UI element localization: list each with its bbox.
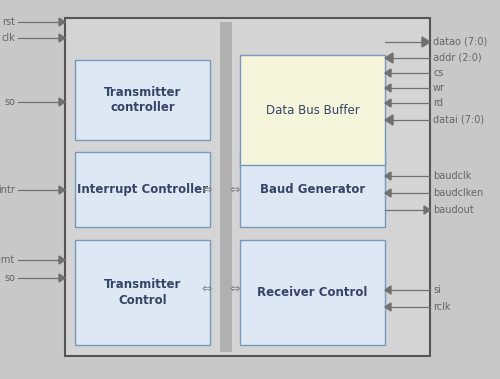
Polygon shape: [59, 18, 65, 26]
Polygon shape: [385, 172, 391, 180]
Bar: [240, 55, 385, 165]
Text: so: so: [4, 273, 15, 283]
Text: intr: intr: [0, 185, 15, 195]
Text: cs: cs: [433, 68, 444, 78]
Polygon shape: [424, 206, 430, 214]
Text: Baud Generator: Baud Generator: [260, 183, 365, 196]
Polygon shape: [422, 37, 430, 47]
Bar: [240, 240, 385, 345]
Text: rst: rst: [2, 17, 15, 27]
Text: addr (2:0): addr (2:0): [433, 53, 482, 63]
Polygon shape: [59, 186, 65, 194]
Text: temt: temt: [0, 255, 15, 265]
Polygon shape: [385, 84, 391, 92]
Text: wr: wr: [433, 83, 445, 93]
Bar: [220, 22, 232, 352]
Bar: [65, 18, 430, 356]
Text: Transmitter
Control: Transmitter Control: [104, 279, 181, 307]
Polygon shape: [385, 53, 393, 63]
Bar: [240, 152, 385, 227]
Text: Transmitter
controller: Transmitter controller: [104, 86, 181, 114]
Text: baudclk: baudclk: [433, 171, 472, 181]
Bar: [75, 60, 210, 140]
Polygon shape: [385, 115, 393, 125]
Text: ⇔: ⇔: [202, 183, 212, 196]
Polygon shape: [385, 69, 391, 77]
Text: Interrupt Controller: Interrupt Controller: [77, 183, 208, 196]
Polygon shape: [59, 98, 65, 106]
Bar: [75, 240, 210, 345]
Polygon shape: [385, 303, 391, 311]
Text: baudclken: baudclken: [433, 188, 483, 198]
Text: ⇔: ⇔: [202, 282, 212, 296]
Text: baudout: baudout: [433, 205, 474, 215]
Polygon shape: [59, 274, 65, 282]
Bar: [75, 152, 210, 227]
Polygon shape: [385, 189, 391, 197]
Text: ⇔: ⇔: [230, 183, 240, 196]
Text: Receiver Control: Receiver Control: [258, 286, 368, 299]
Polygon shape: [385, 99, 391, 107]
Polygon shape: [385, 286, 391, 294]
Polygon shape: [59, 256, 65, 264]
Text: si: si: [433, 285, 441, 295]
Text: so: so: [4, 97, 15, 107]
Text: Data Bus Buffer: Data Bus Buffer: [266, 103, 360, 116]
Text: rclk: rclk: [433, 302, 450, 312]
Text: rd: rd: [433, 98, 443, 108]
Text: datao (7:0): datao (7:0): [433, 37, 487, 47]
Text: ⇔: ⇔: [230, 282, 240, 296]
Text: datai (7:0): datai (7:0): [433, 115, 484, 125]
Polygon shape: [59, 34, 65, 42]
Text: clk: clk: [1, 33, 15, 43]
